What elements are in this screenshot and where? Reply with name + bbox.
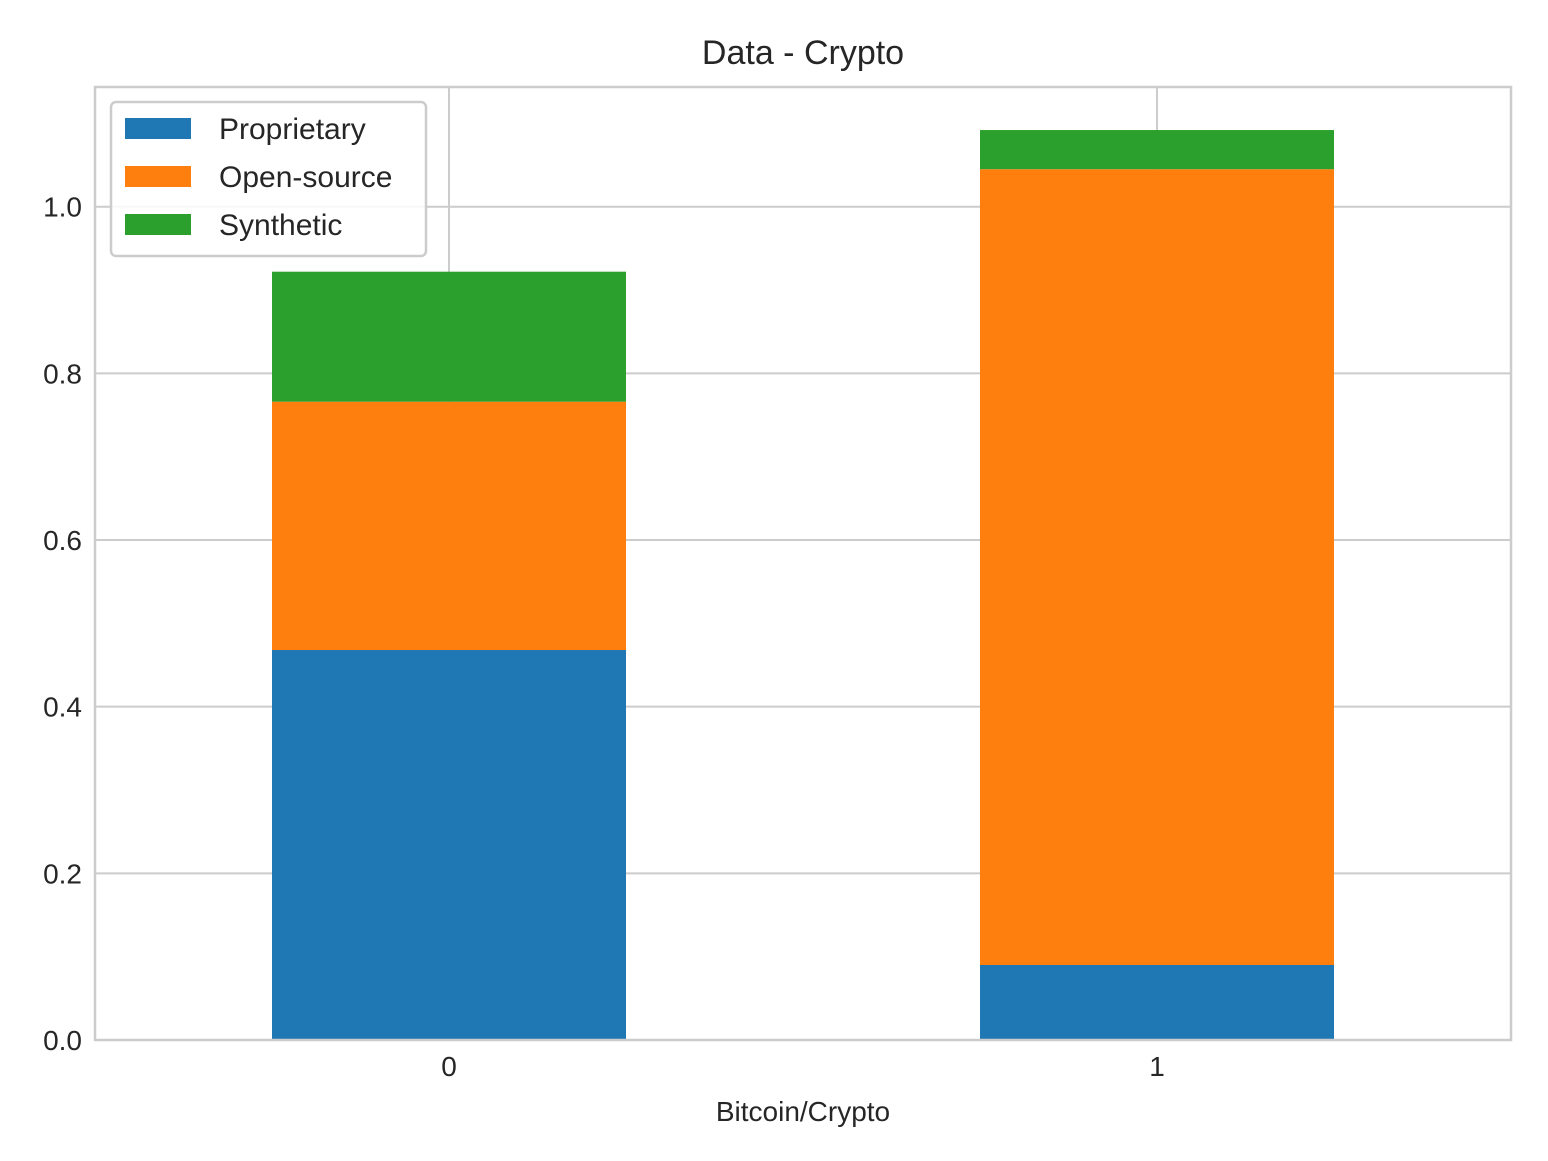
legend-label: Open-source — [219, 161, 392, 194]
legend-swatch — [125, 214, 191, 235]
bars — [272, 130, 1334, 1040]
legend-swatch — [125, 118, 191, 139]
x-tick-label: 1 — [1149, 1051, 1165, 1082]
bar-synthetic-1 — [980, 130, 1334, 170]
x-axis-label: Bitcoin/Crypto — [716, 1096, 890, 1127]
x-tick-label: 0 — [441, 1051, 457, 1082]
legend: Proprietary Open-source Synthetic — [109, 100, 428, 258]
y-tick-label: 1.0 — [43, 192, 82, 223]
legend-swatch — [125, 166, 191, 187]
legend-label: Proprietary — [219, 113, 366, 146]
chart-title: Data - Crypto — [702, 34, 904, 72]
y-tick-label: 0.6 — [43, 525, 82, 556]
bar-open-source-0 — [272, 401, 626, 651]
bar-synthetic-0 — [272, 271, 626, 402]
y-tick-label: 0.8 — [43, 358, 82, 389]
legend-label: Synthetic — [219, 209, 342, 242]
bar-proprietary-1 — [980, 965, 1334, 1040]
bar-proprietary-0 — [272, 650, 626, 1040]
y-tick-label: 0.0 — [43, 1025, 82, 1056]
plot-frame — [93, 85, 1513, 1042]
bar-open-source-1 — [980, 169, 1334, 966]
y-tick-label: 0.4 — [43, 692, 82, 723]
y-tick-label: 0.2 — [43, 858, 82, 889]
y-axis-ticks: 0.0 0.2 0.4 0.6 0.8 1.0 — [43, 192, 82, 1056]
